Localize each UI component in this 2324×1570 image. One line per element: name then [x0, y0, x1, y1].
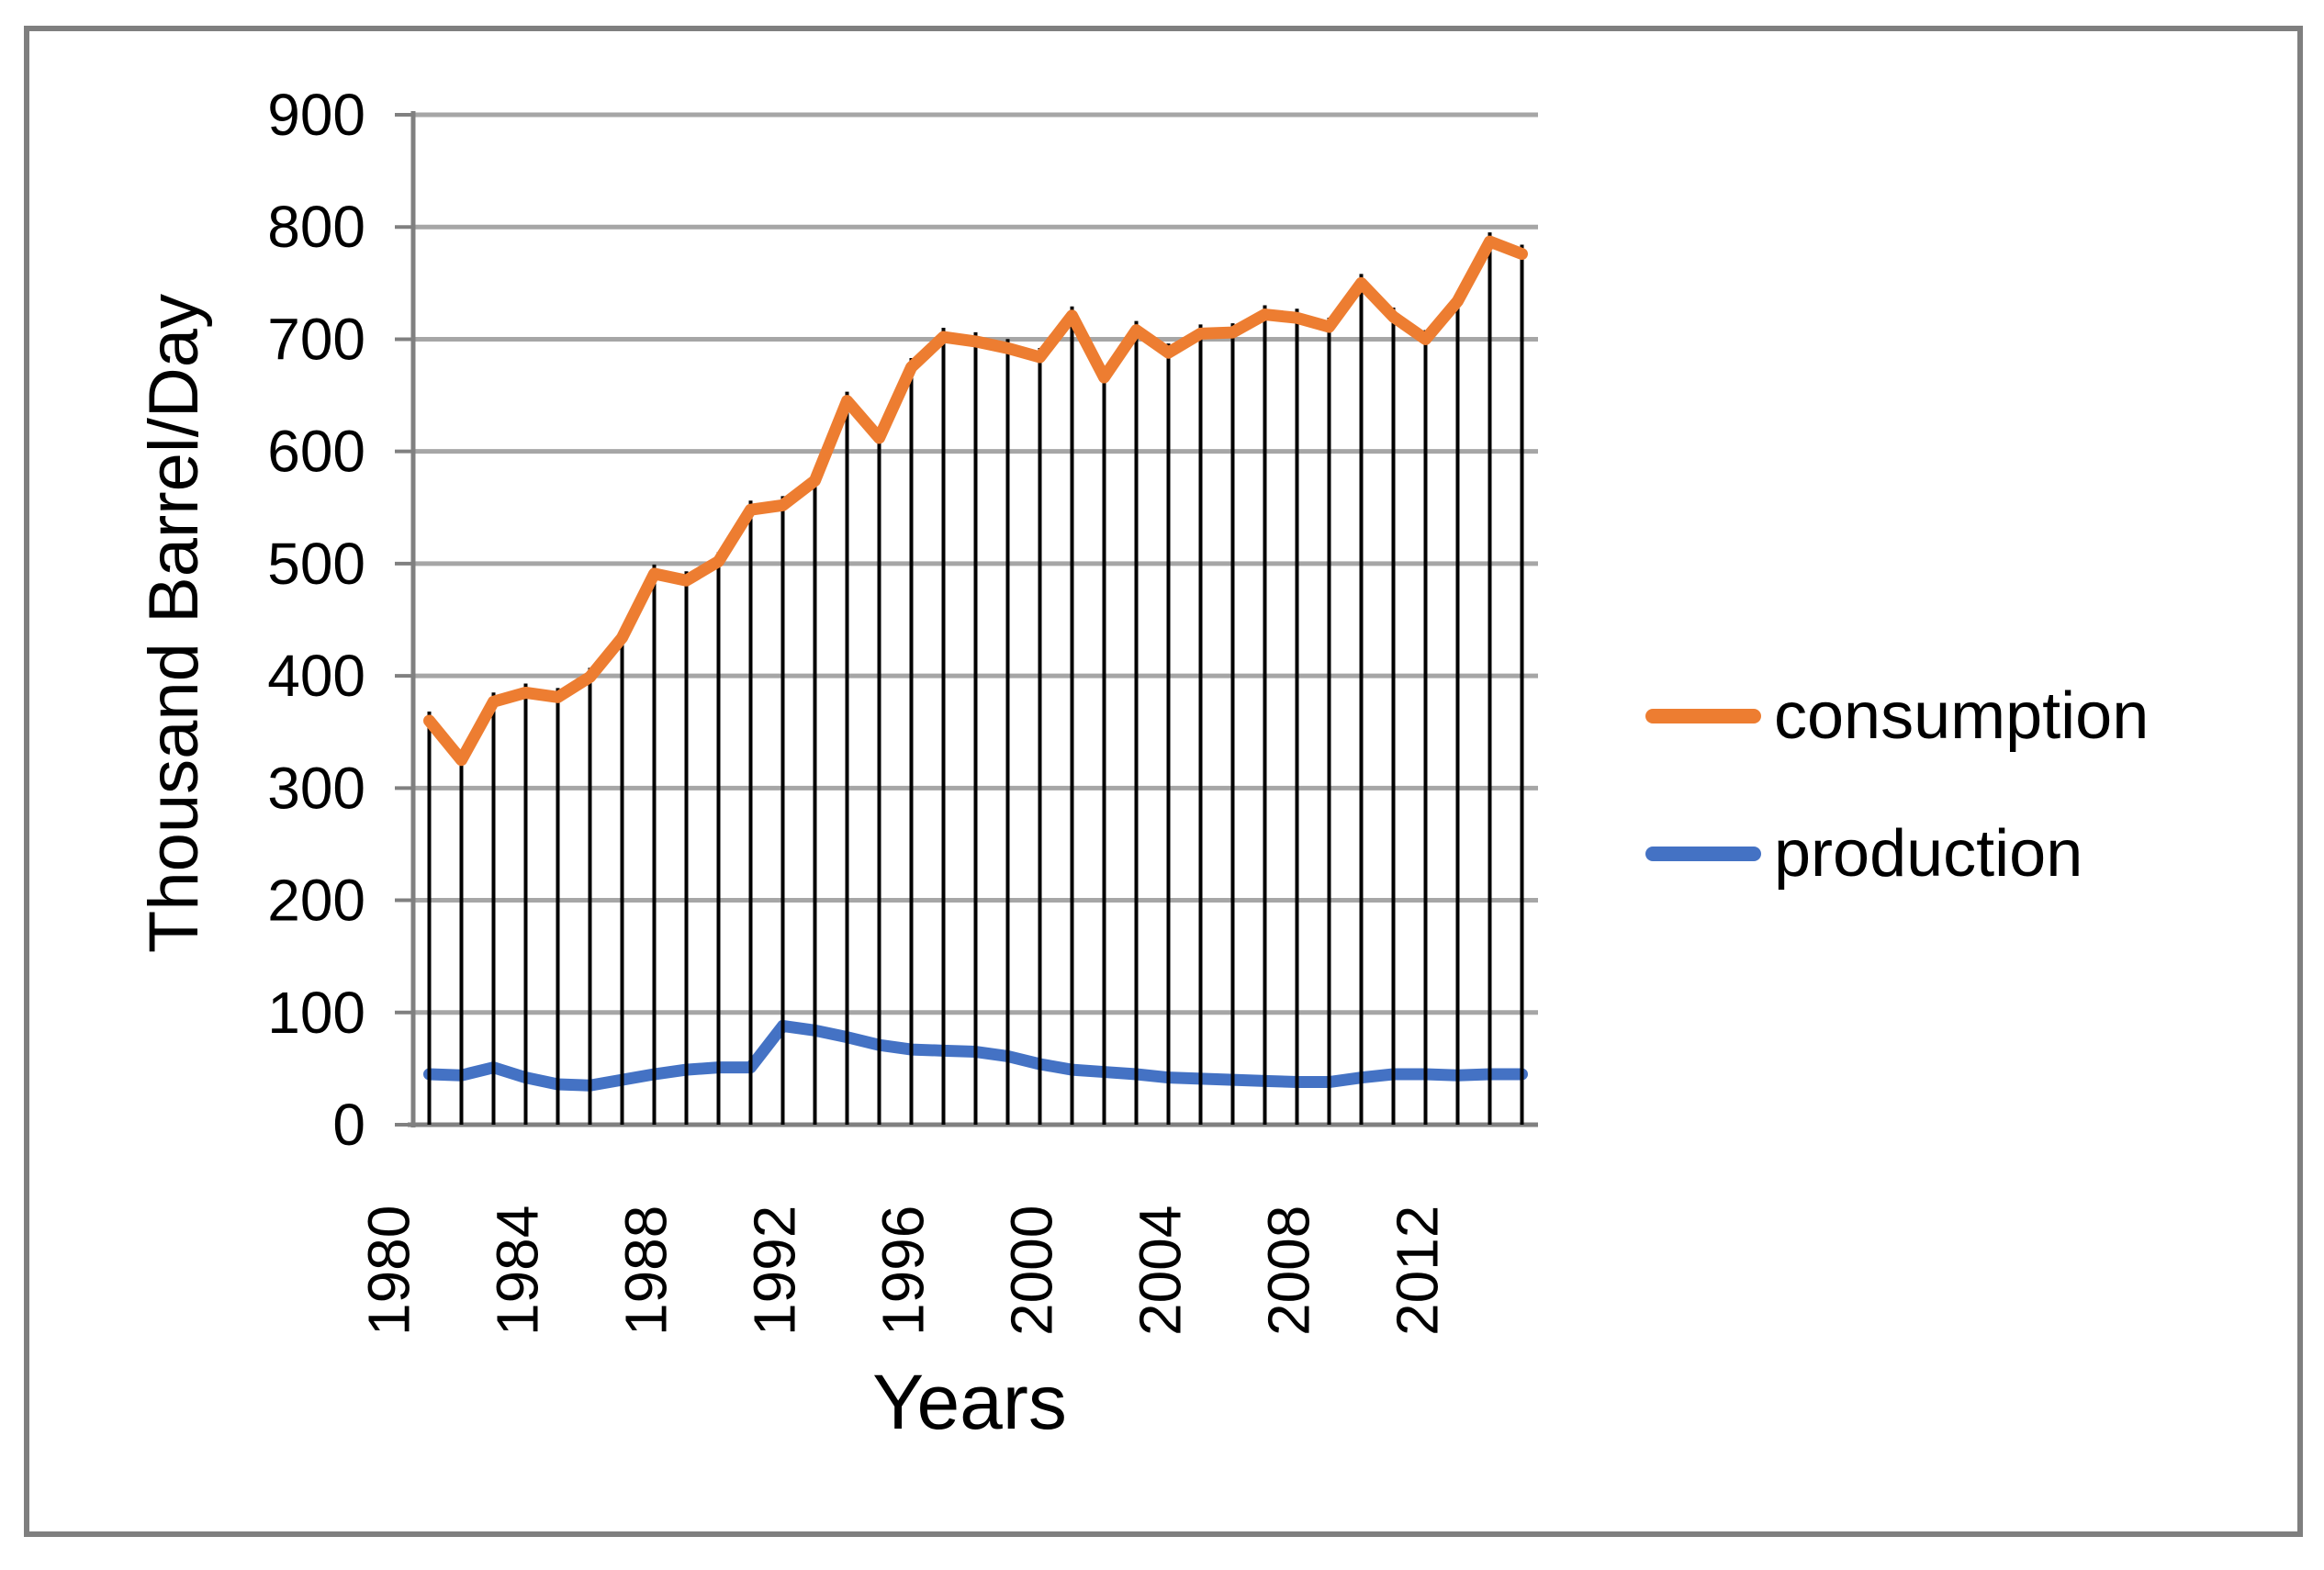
x-tick-label-2000: 2000 — [999, 1206, 1065, 1336]
y-tick-label-700: 700 — [267, 306, 365, 372]
x-tick-label-1992: 1992 — [742, 1206, 808, 1336]
y-tick-label-200: 200 — [267, 868, 365, 934]
x-tick-label-1980: 1980 — [356, 1206, 422, 1336]
y-axis-title: Thousand Barrel/Day — [135, 293, 213, 954]
y-tick-label-500: 500 — [267, 531, 365, 597]
x-tick-label-1984: 1984 — [485, 1206, 551, 1336]
legend-label-production: production — [1774, 817, 2083, 891]
x-tick-label-2012: 2012 — [1385, 1206, 1451, 1336]
y-tick-label-900: 900 — [267, 82, 365, 148]
consumption-line — [423, 235, 1528, 767]
x-tick-label-1988: 1988 — [613, 1206, 679, 1336]
legend-label-consumption: consumption — [1774, 679, 2150, 753]
y-tick-label-800: 800 — [267, 194, 365, 260]
x-axis-title: Years — [872, 1359, 1067, 1445]
x-tick-label-1996: 1996 — [870, 1206, 937, 1336]
legend: consumption production — [1645, 679, 2149, 955]
y-tick-label-0: 0 — [332, 1092, 365, 1158]
y-tick-label-600: 600 — [267, 419, 365, 485]
y-tick-label-100: 100 — [267, 980, 365, 1046]
y-tick-label-400: 400 — [267, 643, 365, 709]
legend-item-consumption: consumption — [1645, 679, 2149, 753]
x-tick-label-2004: 2004 — [1128, 1206, 1194, 1336]
x-tick-label-2008: 2008 — [1256, 1206, 1322, 1336]
chart-frame — [24, 26, 2303, 1537]
legend-item-production: production — [1645, 817, 2149, 891]
y-tick-label-300: 300 — [267, 755, 365, 821]
consumption-line-swatch — [1645, 709, 1761, 723]
production-line-swatch — [1645, 847, 1761, 861]
